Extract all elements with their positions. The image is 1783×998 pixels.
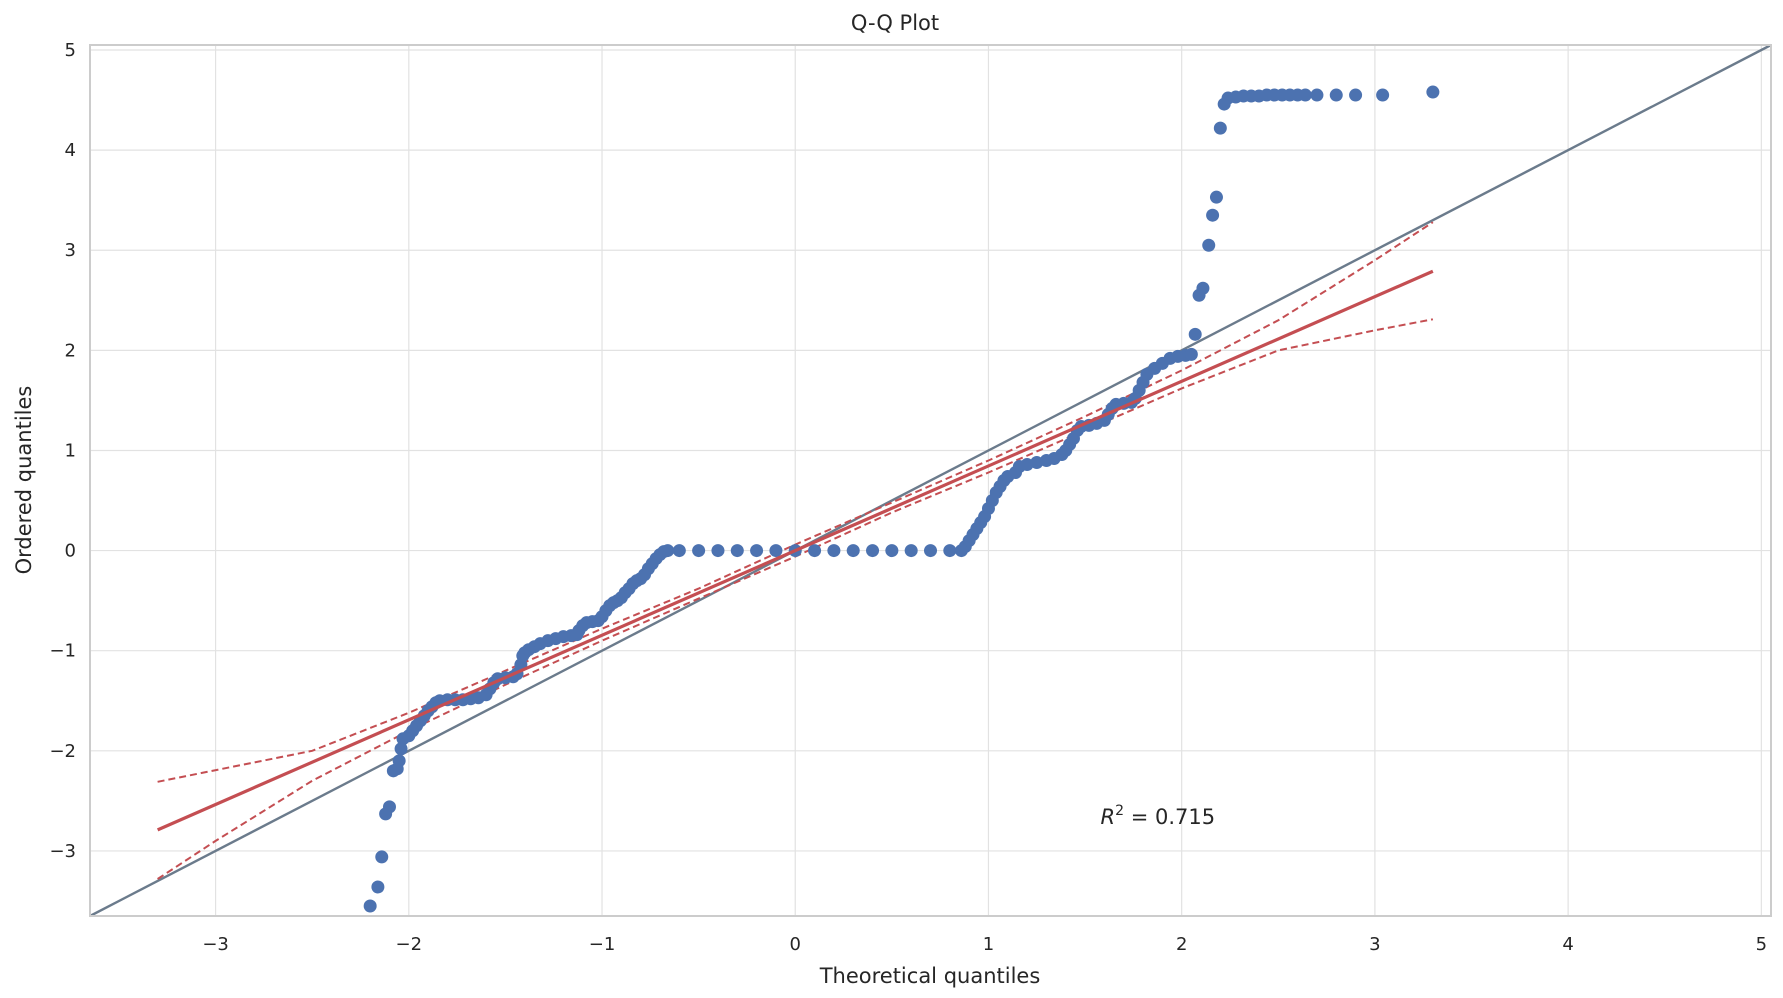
x-tick-label: −2 <box>396 934 423 955</box>
fit-line <box>156 269 1434 832</box>
y-axis-label: Ordered quantiles <box>12 386 36 575</box>
data-point <box>1030 455 1044 469</box>
reference-line-segment <box>89 43 1772 918</box>
y-tick-label: −1 <box>49 641 76 662</box>
data-point <box>1376 88 1390 102</box>
data-point <box>382 800 396 814</box>
y-tick-label: 5 <box>65 40 76 61</box>
data-point <box>1209 190 1223 204</box>
plot-frame <box>89 44 1772 917</box>
data-point <box>392 754 406 768</box>
data-point <box>711 544 725 558</box>
x-tick-label: 4 <box>1562 934 1573 955</box>
x-tick-label: 1 <box>983 934 994 955</box>
x-tick-label: 3 <box>1369 934 1380 955</box>
data-point <box>1202 238 1216 252</box>
x-axis-label: Theoretical quantiles <box>819 964 1041 988</box>
data-point <box>943 544 957 558</box>
y-tick-label: −2 <box>49 741 76 762</box>
y-tick-label: 3 <box>65 240 76 261</box>
data-point <box>1020 457 1034 471</box>
data-point <box>692 544 706 558</box>
y-tick-label: 4 <box>65 140 76 161</box>
data-point <box>1188 327 1202 341</box>
y-tick-label: 1 <box>65 440 76 461</box>
data-point <box>1184 347 1198 361</box>
data-point <box>1206 208 1220 222</box>
y-tick-label: −3 <box>49 841 76 862</box>
x-tick-labels: −3 −2 −1 0 1 2 3 4 5 <box>202 934 1767 955</box>
x-tick-label: −3 <box>202 934 229 955</box>
data-point <box>1298 88 1312 102</box>
y-tick-label: 0 <box>65 541 76 562</box>
x-tick-label: 0 <box>790 934 801 955</box>
data-point <box>1310 88 1324 102</box>
data-point <box>672 544 686 558</box>
r-squared-annotation: R2 = 0.715 <box>1101 803 1216 829</box>
x-tick-label: 5 <box>1756 934 1767 955</box>
data-point <box>846 544 860 558</box>
data-point <box>827 544 841 558</box>
data-point <box>750 544 764 558</box>
data-point <box>1196 281 1210 295</box>
chart-title: Q-Q Plot <box>851 11 939 35</box>
data-point <box>730 544 744 558</box>
y-tick-labels: −3 −2 −1 0 1 2 3 4 5 <box>49 40 76 862</box>
data-point <box>661 544 675 558</box>
data-point <box>394 742 408 756</box>
data-point <box>1329 88 1343 102</box>
data-point <box>808 544 822 558</box>
x-tick-label: −1 <box>589 934 616 955</box>
data-point <box>1426 85 1440 99</box>
reference-line <box>89 43 1772 918</box>
data-point <box>904 544 918 558</box>
data-point <box>1213 121 1227 135</box>
data-point <box>1349 88 1363 102</box>
data-point <box>375 850 389 864</box>
data-point <box>769 544 783 558</box>
x-tick-label: 2 <box>1176 934 1187 955</box>
data-point <box>363 899 377 913</box>
data-point <box>885 544 899 558</box>
fit-line-segment <box>156 269 1434 832</box>
data-point <box>866 544 880 558</box>
data-point <box>924 544 937 558</box>
data-point <box>371 880 385 894</box>
y-tick-label: 2 <box>65 340 76 361</box>
